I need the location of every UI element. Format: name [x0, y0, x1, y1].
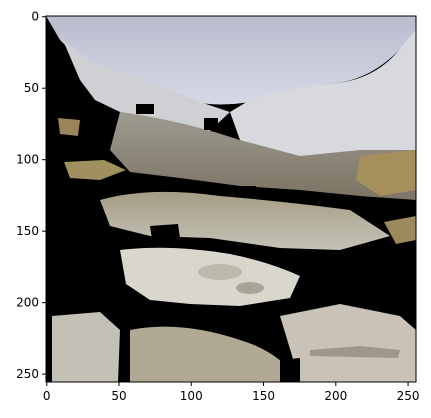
mask-blob-2 [150, 224, 180, 240]
axes-frame [45, 15, 417, 383]
bottom-left-rock [52, 312, 120, 382]
image-content [46, 16, 416, 382]
x-tick-label: 150 [252, 389, 275, 403]
y-tick-label: 150 [16, 224, 39, 238]
x-tick-label: 0 [43, 389, 51, 403]
x-tick-label: 200 [324, 389, 347, 403]
x-axis: 0 50 100 150 200 250 [43, 382, 420, 403]
mask-blob-3 [204, 118, 218, 130]
left-ridge [62, 38, 230, 140]
puddle-2 [236, 282, 264, 294]
x-tick-label: 250 [397, 389, 420, 403]
x-tick-label: 100 [180, 389, 203, 403]
mask-blob-7 [46, 290, 62, 310]
mask-blob-6 [280, 358, 300, 382]
mask-blob-4 [136, 104, 154, 114]
y-tick-label: 100 [16, 153, 39, 167]
bottom-mid-terrain [130, 326, 300, 382]
grass-patch-right [356, 150, 416, 196]
bottom-right-stripe [310, 346, 400, 358]
right-mountain [230, 30, 416, 160]
rock-valley [110, 112, 416, 200]
bottom-right-flat [280, 304, 416, 382]
grass-patch-left [64, 160, 126, 180]
y-tick-label: 0 [31, 10, 39, 24]
puddle-1 [198, 264, 242, 280]
y-axis: 0 50 100 150 200 250 [16, 10, 46, 381]
sky-region [46, 16, 416, 105]
x-tick-label: 50 [111, 389, 126, 403]
mask-blob-5 [230, 186, 256, 196]
y-tick-label: 50 [24, 81, 39, 95]
grass-patch-top-left [58, 118, 80, 136]
grass-patch-side [384, 216, 416, 244]
y-tick-label: 250 [16, 367, 39, 381]
mask-blob-1 [300, 262, 380, 290]
y-tick-label: 200 [16, 296, 39, 310]
